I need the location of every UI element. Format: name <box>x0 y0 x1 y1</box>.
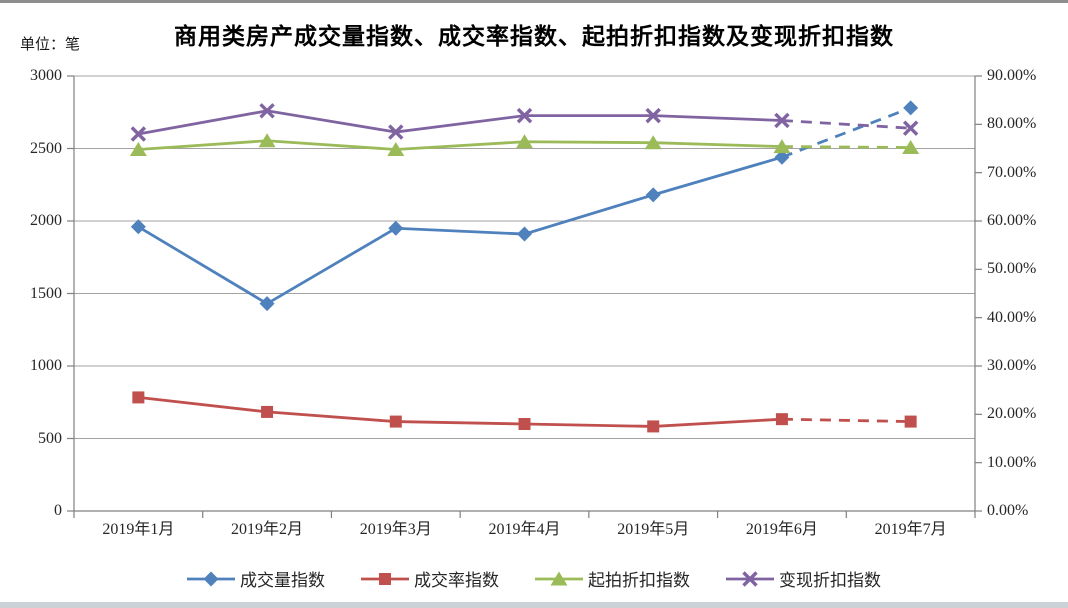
y-axis-left-tick-label: 1500 <box>30 284 62 302</box>
series-diamond-line <box>137 106 912 306</box>
diamond-marker <box>130 100 919 312</box>
x-axis-category-label: 2019年5月 <box>617 521 690 538</box>
gridlines <box>74 75 975 439</box>
x-axis-category-label: 2019年6月 <box>745 521 818 538</box>
x-axis-category-label: 2019年1月 <box>102 521 175 538</box>
series-x-line <box>138 109 911 136</box>
x-axis-category-label: 2019年2月 <box>231 521 304 538</box>
axes <box>67 75 982 518</box>
y-axis-left-tick-label: 0 <box>54 502 62 519</box>
y-axis-left-tick-label: 2500 <box>30 139 62 157</box>
legend: 成交量指数 成交率指数 起拍折扣指数 变现折扣指数 <box>0 566 1068 591</box>
series-square-line <box>138 396 911 428</box>
legend-label: 成交率指数 <box>414 571 499 590</box>
triangle-marker <box>129 133 920 156</box>
plot-area <box>67 75 982 518</box>
y-axis-right-tick-label: 80.00% <box>987 115 1037 133</box>
legend-label: 成交量指数 <box>240 571 325 590</box>
legend-item: 变现折扣指数 <box>726 566 881 591</box>
y-axis-right-tick-label: 20.00% <box>987 405 1037 423</box>
y-axis-right-tick-label: 30.00% <box>987 357 1037 374</box>
x-marker <box>130 103 919 142</box>
legend-label: 起拍折扣指数 <box>588 571 690 590</box>
y-axis-right-tick-label: 50.00% <box>987 260 1037 278</box>
x-axis-category-label: 2019年4月 <box>488 521 561 538</box>
series-triangle-line <box>138 139 911 151</box>
y-axis-right-tick-label: 60.00% <box>987 212 1037 229</box>
legend-diamond-marker <box>187 571 235 586</box>
y-axis-left-tick-label: 2000 <box>30 212 62 229</box>
y-axis-left-tick-label: 1000 <box>30 357 62 374</box>
y-axis-right-tick-label: 0.00% <box>987 502 1029 519</box>
y-axis-left-tick-label: 500 <box>38 429 62 447</box>
legend-x-marker <box>726 570 774 587</box>
legend-square-marker <box>361 572 409 585</box>
legend-item: 成交率指数 <box>361 566 499 591</box>
legend-triangle-marker <box>535 571 583 585</box>
y-axis-right-tick-label: 90.00% <box>987 67 1037 84</box>
y-axis-left-tick-label: 3000 <box>30 67 62 84</box>
x-axis-category-label: 2019年3月 <box>359 521 432 538</box>
legend-label: 变现折扣指数 <box>779 571 881 590</box>
x-axis-category-label: 2019年7月 <box>874 521 947 538</box>
unit-label: 单位：笔 <box>20 37 81 53</box>
square-marker <box>132 391 917 433</box>
y-axis-right-tick-label: 40.00% <box>987 308 1037 326</box>
y-axis-right-tick-label: 70.00% <box>987 163 1037 181</box>
y-axis-right-tick-label: 10.00% <box>987 453 1037 471</box>
legend-item: 起拍折扣指数 <box>535 566 690 591</box>
legend-item: 成交量指数 <box>187 566 325 591</box>
bottom-window-edge <box>0 602 1068 608</box>
chart-title: 商用类房产成交量指数、成交率指数、起拍折扣指数及变现折扣指数 <box>174 24 894 49</box>
